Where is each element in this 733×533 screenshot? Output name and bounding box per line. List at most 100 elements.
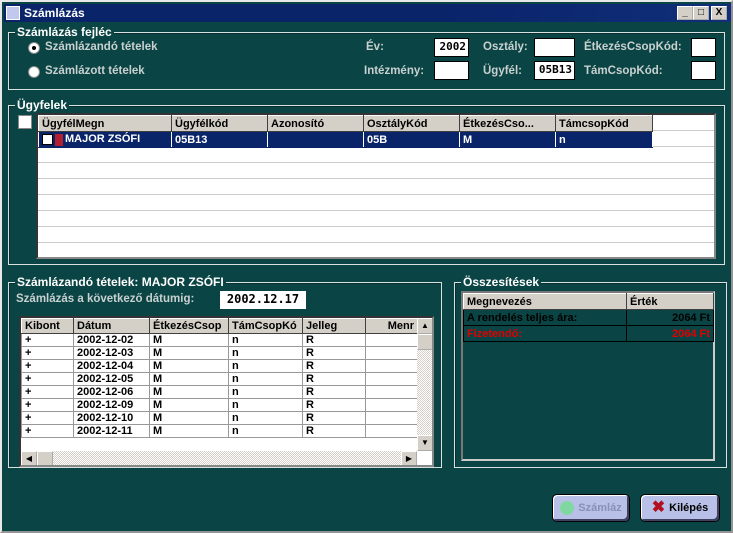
item-cell: M	[149, 385, 229, 399]
scroll-down-button[interactable]: ▼	[417, 435, 432, 451]
scroll-left-button[interactable]: ◀	[21, 451, 37, 465]
maximize-button[interactable]: □	[693, 6, 709, 20]
select-all-checkbox[interactable]	[18, 115, 32, 129]
summary-header-row: Megnevezés Érték	[463, 293, 714, 310]
close-button[interactable]: X	[711, 6, 727, 20]
person-icon	[55, 133, 63, 146]
item-cell: +	[21, 424, 74, 438]
header-group: Számlázás fejléc	[8, 25, 725, 90]
item-cell: M	[149, 398, 229, 412]
col-azonosito[interactable]: Azonosító	[267, 115, 364, 132]
item-cell: n	[228, 411, 303, 425]
summary-table: Megnevezés Érték A rendelés teljes ára: 2…	[463, 293, 714, 342]
ev-input[interactable]: 2002	[434, 38, 469, 57]
item-cell: 2002-12-06	[73, 385, 150, 399]
scroll-up-button[interactable]: ▲	[417, 318, 432, 334]
summary-name: A rendelés teljes ára:	[463, 309, 627, 326]
items-grid: Kibont Dátum ÉtkezésCsop TámCsopKó Jelle…	[19, 316, 434, 467]
item-cell: R	[302, 398, 366, 412]
item-cell: n	[228, 398, 303, 412]
summary-value: 2064 Ft	[626, 325, 714, 342]
osztaly-label: Osztály:	[483, 41, 528, 53]
horizontal-scrollbar[interactable]	[21, 451, 417, 465]
ev-label: Év:	[366, 41, 384, 53]
item-cell	[365, 346, 417, 360]
intezmeny-input[interactable]	[434, 61, 469, 80]
etkezes-input[interactable]	[691, 38, 716, 57]
col-tamcsopko[interactable]: TámCsopKó	[228, 318, 303, 334]
window-title: Számlázás	[24, 6, 85, 20]
item-cell: R	[302, 372, 366, 386]
item-cell: n	[228, 424, 303, 438]
col-datum[interactable]: Dátum	[73, 318, 150, 334]
items-legend: Számlázandó tételek: MAJOR ZSÓFI	[15, 275, 226, 289]
items-group: Számlázandó tételek: MAJOR ZSÓFI	[8, 275, 442, 468]
kilepes-button[interactable]: ✖ Kilépés	[640, 494, 720, 522]
client-name: MAJOR ZSÓFI	[65, 133, 141, 146]
col-etkezescsop[interactable]: ÉtkezésCsop	[149, 318, 229, 334]
clients-legend: Ügyfelek	[15, 98, 70, 112]
item-cell	[365, 333, 417, 347]
vertical-scrollbar[interactable]	[417, 318, 432, 451]
item-cell: +	[21, 411, 74, 425]
item-cell: 2002-12-10	[73, 411, 150, 425]
summary-row: Fizetendő: 2064 Ft	[463, 325, 714, 342]
header-legend: Számlázás fejléc	[15, 25, 114, 39]
item-cell	[365, 372, 417, 386]
scroll-thumb-h[interactable]	[37, 451, 53, 465]
scroll-thumb-v[interactable]	[417, 334, 432, 350]
item-cell	[365, 385, 417, 399]
col-megnevezes: Megnevezés	[463, 293, 627, 310]
col-ugyfelmegn[interactable]: ÜgyfélMegn	[38, 115, 172, 132]
clients-group: Ügyfelek	[8, 98, 725, 265]
item-cell: R	[302, 346, 366, 360]
summary-panel: Megnevezés Érték A rendelés teljes ára: 2…	[461, 291, 715, 461]
radio-szamlazando[interactable]	[28, 42, 40, 54]
cell-azonosito	[267, 131, 364, 148]
summary-legend: Összesítések	[461, 275, 542, 289]
radio-szamlazott[interactable]	[28, 66, 40, 78]
col-tamcsopkod[interactable]: TámcsopKód	[555, 115, 653, 132]
cell-name[interactable]: MAJOR ZSÓFI	[38, 131, 172, 148]
cell-etkezescsop: M	[459, 131, 556, 148]
date-label: Számlázás a következő dátumig:	[16, 293, 195, 305]
item-cell: n	[228, 346, 303, 360]
radio-szamlazott-label[interactable]: Számlázott tételek	[45, 65, 145, 77]
szamlaz-button[interactable]: Számláz	[552, 494, 630, 522]
item-cell	[365, 359, 417, 373]
item-cell: M	[149, 411, 229, 425]
col-jelleg[interactable]: Jelleg	[302, 318, 366, 334]
item-cell: n	[228, 385, 303, 399]
item-cell: R	[302, 385, 366, 399]
app-icon	[6, 6, 20, 20]
table-row[interactable]: MAJOR ZSÓFI 05B13 05B M n	[38, 131, 653, 148]
col-osztalykod[interactable]: OsztályKód	[363, 115, 460, 132]
tamcsop-input[interactable]	[691, 61, 716, 80]
item-cell	[365, 398, 417, 412]
item-cell: M	[149, 372, 229, 386]
minimize-button[interactable]: _	[677, 6, 693, 20]
radio-szamlazando-label[interactable]: Számlázandó tételek	[45, 41, 158, 53]
ugyfel-input[interactable]: 05B13	[534, 61, 575, 80]
date-input[interactable]: 2002.12.17	[220, 291, 306, 309]
col-etkezescsop[interactable]: ÉtkezésCso...	[459, 115, 556, 132]
item-cell: +	[21, 333, 74, 347]
col-menny[interactable]: Menr	[365, 318, 417, 334]
scroll-right-button[interactable]: ▶	[401, 451, 417, 465]
osztaly-input[interactable]	[534, 38, 575, 57]
row-checkbox[interactable]	[42, 134, 53, 146]
item-cell: R	[302, 424, 366, 438]
item-cell: +	[21, 359, 74, 373]
col-ugyfelkod[interactable]: Ügyfélkód	[171, 115, 268, 132]
red-x-icon: ✖	[651, 499, 666, 517]
item-cell: n	[228, 333, 303, 347]
col-kibont[interactable]: Kibont	[21, 318, 74, 334]
